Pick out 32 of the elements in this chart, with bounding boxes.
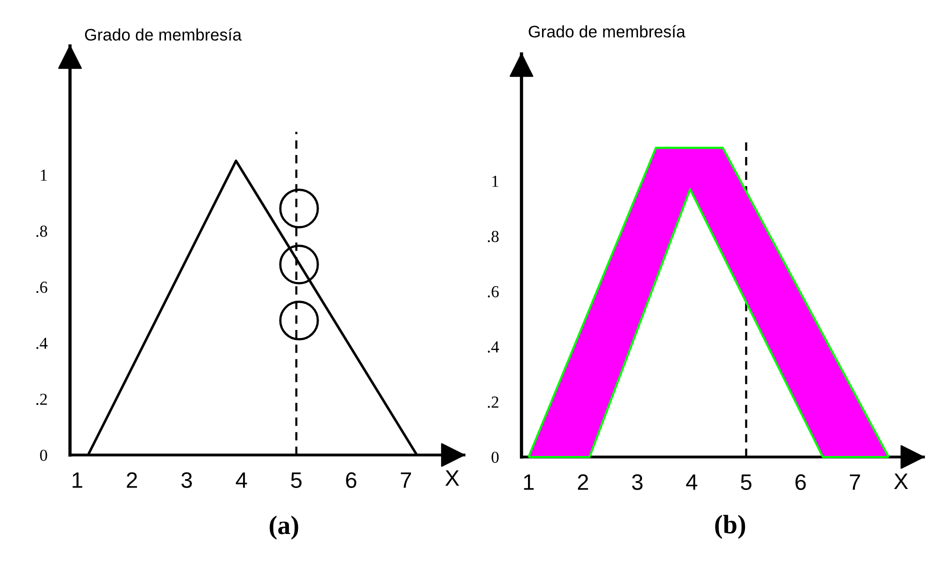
x-tick-label: 3 <box>632 474 643 490</box>
y-tick-label: 0 <box>492 452 499 463</box>
x-tick-label: 5 <box>291 472 302 488</box>
y-tick-label: .4 <box>488 341 500 353</box>
y-tick-label: 1 <box>492 176 498 187</box>
y-tick-label: .8 <box>488 230 499 242</box>
y-tick-label: .2 <box>488 396 498 408</box>
x-tick-label: 1 <box>524 474 534 490</box>
x-tick-label: 4 <box>686 474 698 490</box>
y-axis-title: Grado de membresía <box>528 25 686 38</box>
x-tick-label: 6 <box>796 474 806 490</box>
x-axis-title: X <box>445 470 460 486</box>
y-tick-label: 0 <box>40 450 48 461</box>
y-tick-label: .4 <box>36 338 48 349</box>
x-tick-label: 3 <box>181 472 192 488</box>
y-axis-title: Grado de membresía <box>85 28 242 41</box>
x-tick-label: 1 <box>72 472 82 488</box>
x-tick-label: 6 <box>346 472 356 488</box>
x-axis-title: X <box>894 474 908 489</box>
y-tick-label: .6 <box>36 282 48 293</box>
x-tick-label: 7 <box>850 474 860 490</box>
y-tick-label: .8 <box>36 226 48 237</box>
x-tick-label: 2 <box>578 474 588 490</box>
x-tick-label: 2 <box>126 472 137 488</box>
text: (a) <box>270 516 298 540</box>
y-tick-label: 1 <box>40 170 47 181</box>
x-tick-label: 5 <box>740 474 752 490</box>
text: (b) <box>715 514 746 539</box>
y-tick-label: .2 <box>36 394 47 405</box>
x-tick-label: 4 <box>236 472 248 488</box>
x-tick-label: 7 <box>400 472 411 488</box>
y-tick-label: .6 <box>488 286 499 298</box>
